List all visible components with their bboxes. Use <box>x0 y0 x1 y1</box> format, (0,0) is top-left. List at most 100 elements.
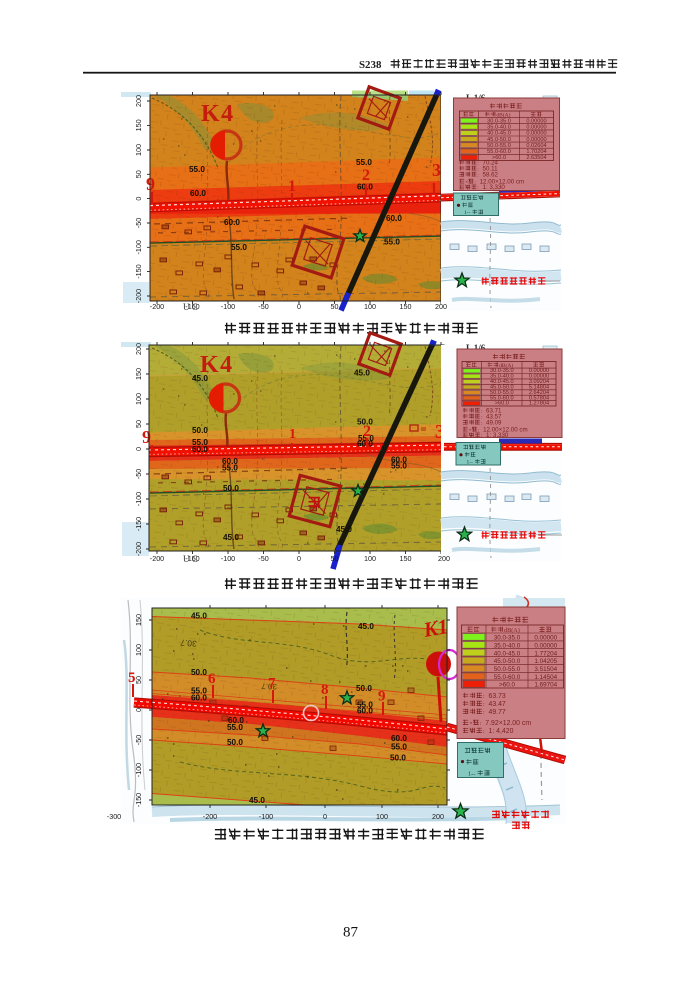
svg-text:60.0: 60.0 <box>191 694 207 703</box>
svg-text:1: 1 <box>288 178 296 195</box>
svg-text:50: 50 <box>134 420 143 428</box>
svg-text:0.00000: 0.00000 <box>529 374 549 380</box>
svg-text:>60.0: >60.0 <box>495 401 509 407</box>
svg-text:1.04205: 1.04205 <box>534 658 557 665</box>
svg-text:-200: -200 <box>134 542 143 556</box>
svg-text:63.73: 63.73 <box>489 693 506 700</box>
svg-text:49.77: 49.77 <box>489 709 506 716</box>
svg-text:-300: -300 <box>107 812 121 821</box>
svg-text:×: × <box>469 428 472 434</box>
svg-text:L 1/6: L 1/6 <box>466 343 486 353</box>
svg-text:0: 0 <box>297 554 301 563</box>
svg-text:2.63504: 2.63504 <box>526 155 546 161</box>
svg-text:150: 150 <box>134 119 143 131</box>
svg-text:43.47: 43.47 <box>489 701 506 708</box>
svg-text:0.00000: 0.00000 <box>534 642 557 649</box>
svg-text:50.0: 50.0 <box>223 484 239 493</box>
svg-text:49.09: 49.09 <box>486 420 502 427</box>
svg-text:>60.0: >60.0 <box>499 682 515 689</box>
svg-text:60.0: 60.0 <box>228 716 244 725</box>
svg-text:-50: -50 <box>258 302 268 311</box>
svg-text:35.0-40.0: 35.0-40.0 <box>494 642 521 649</box>
svg-text:150: 150 <box>134 614 143 626</box>
svg-text:55.0: 55.0 <box>222 464 238 473</box>
svg-text:55.0: 55.0 <box>191 687 207 696</box>
svg-text:-150: -150 <box>185 302 199 311</box>
svg-text:60.0: 60.0 <box>391 734 407 743</box>
svg-text:55.0: 55.0 <box>231 243 247 252</box>
svg-text:150: 150 <box>134 368 143 380</box>
svg-text:55.0-60.0: 55.0-60.0 <box>487 149 511 155</box>
svg-text:200: 200 <box>435 302 447 311</box>
svg-text:2: 2 <box>362 167 370 184</box>
svg-text:1: 4,420: 1: 4,420 <box>489 728 514 735</box>
svg-text:1.77204: 1.77204 <box>534 650 557 657</box>
svg-text::: : <box>481 415 483 421</box>
svg-text::: : <box>477 161 479 167</box>
svg-text:30.7: 30.7 <box>180 638 198 649</box>
svg-text::: : <box>483 693 485 700</box>
svg-text:2: 2 <box>363 423 371 440</box>
svg-text:45.0: 45.0 <box>336 525 352 534</box>
svg-text:1: 1 <box>289 427 296 442</box>
svg-text:100: 100 <box>134 393 143 405</box>
svg-text:-50: -50 <box>134 218 143 228</box>
svg-text:58.62: 58.62 <box>483 172 499 179</box>
svg-text:60.0: 60.0 <box>357 707 373 716</box>
svg-text:U C: U C <box>183 554 198 564</box>
svg-text:55.0: 55.0 <box>384 238 400 247</box>
svg-text:60.0: 60.0 <box>192 445 208 454</box>
svg-text::: : <box>481 433 483 439</box>
svg-text:0: 0 <box>323 812 327 821</box>
svg-text:12.00×12.00 cm: 12.00×12.00 cm <box>480 179 525 186</box>
svg-text:-200: -200 <box>203 812 217 821</box>
svg-text:3.09204: 3.09204 <box>529 379 549 385</box>
svg-text::: : <box>483 701 485 708</box>
svg-text:50: 50 <box>134 676 143 684</box>
svg-text:50.0-55.0: 50.0-55.0 <box>490 390 514 396</box>
svg-text:55.0: 55.0 <box>227 723 243 732</box>
svg-text:0: 0 <box>134 447 143 451</box>
svg-text::: : <box>478 428 480 434</box>
svg-text:50: 50 <box>331 302 339 311</box>
svg-text:60.0: 60.0 <box>386 214 402 223</box>
svg-text:60.0: 60.0 <box>222 457 238 466</box>
svg-text:30.0-35.0: 30.0-35.0 <box>494 635 521 642</box>
svg-text:-150: -150 <box>134 793 143 807</box>
svg-text:0.00000: 0.00000 <box>526 137 546 143</box>
svg-text:45.0: 45.0 <box>358 622 374 631</box>
svg-text:0.02604: 0.02604 <box>526 143 546 149</box>
svg-text:1.27804: 1.27804 <box>529 401 549 407</box>
svg-text:-100: -100 <box>221 302 235 311</box>
svg-text:35.0-40.0: 35.0-40.0 <box>490 374 514 380</box>
svg-text:0.00000: 0.00000 <box>529 368 549 374</box>
svg-text:150: 150 <box>400 302 412 311</box>
svg-text:dB(A): dB(A) <box>499 362 513 369</box>
svg-text:50.0: 50.0 <box>227 738 243 747</box>
svg-text:-200: -200 <box>134 289 143 303</box>
svg-text:45.0-50.0: 45.0-50.0 <box>490 385 514 391</box>
svg-text:0.00000: 0.00000 <box>526 118 546 124</box>
svg-text:200: 200 <box>432 812 444 821</box>
svg-text:100: 100 <box>134 644 143 656</box>
svg-text:40.0-45.0: 40.0-45.0 <box>494 650 521 657</box>
svg-text::: : <box>477 167 479 173</box>
svg-text:100: 100 <box>376 812 388 821</box>
svg-text:5: 5 <box>128 670 136 686</box>
svg-text:K4: K4 <box>201 101 235 127</box>
svg-text:-200: -200 <box>150 554 164 563</box>
svg-text::: : <box>483 709 485 716</box>
svg-text:40.0-45.0: 40.0-45.0 <box>487 131 511 137</box>
svg-text:70.24: 70.24 <box>483 160 499 167</box>
svg-text:-100: -100 <box>134 240 143 254</box>
svg-text:1--: 1-- <box>464 210 471 216</box>
svg-text:-100: -100 <box>221 554 235 563</box>
svg-text:100: 100 <box>364 554 376 563</box>
svg-text:-50: -50 <box>258 554 268 563</box>
svg-text:7.92×12.00 cm: 7.92×12.00 cm <box>485 720 531 727</box>
svg-text:3.51504: 3.51504 <box>534 666 557 673</box>
svg-text::: : <box>474 180 476 186</box>
svg-text:55.0-60.0: 55.0-60.0 <box>494 674 521 681</box>
svg-text:-100: -100 <box>134 492 143 506</box>
svg-text:-150: -150 <box>134 264 143 278</box>
